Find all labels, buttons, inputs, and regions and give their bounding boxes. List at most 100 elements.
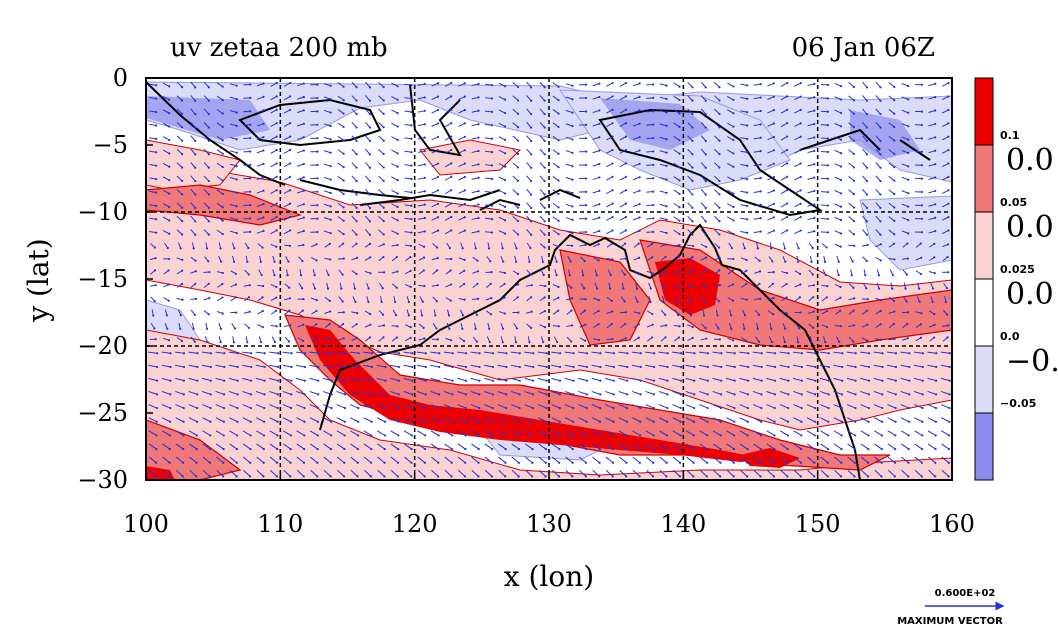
wind-arrow-head	[825, 246, 828, 249]
wind-arrow-head	[423, 203, 426, 206]
wind-arrow-head	[852, 206, 856, 209]
wind-arrow-head	[464, 379, 468, 382]
wind-arrow-head	[355, 86, 358, 89]
wind-arrow	[283, 229, 291, 235]
wind-arrow-head	[263, 365, 266, 369]
wind-arrow	[780, 176, 788, 181]
wind-arrow	[592, 203, 600, 207]
wind-arrow-head	[478, 393, 481, 396]
wind-arrow-head	[839, 98, 843, 101]
wind-arrow-head	[250, 365, 253, 369]
wind-arrow-head	[436, 95, 440, 98]
wind-arrow	[457, 377, 467, 382]
wind-arrow	[417, 83, 425, 86]
wind-arrow-head	[330, 434, 333, 437]
wind-arrow	[565, 217, 573, 221]
wind-arrow-head	[772, 135, 775, 139]
wind-arrow	[229, 190, 237, 194]
wind-arrow	[712, 377, 722, 382]
wind-arrow	[404, 231, 412, 234]
wind-arrow	[753, 164, 761, 167]
wind-arrow-head	[207, 86, 210, 89]
wind-arrow-head	[329, 475, 332, 478]
wind-arrow	[807, 136, 815, 140]
wind-arrow-head	[678, 475, 682, 478]
wind-arrow	[337, 176, 344, 181]
wind-arrow	[458, 189, 466, 194]
wind-arrow-head	[771, 282, 775, 285]
wind-arrow	[862, 95, 868, 102]
wind-arrow-head	[529, 273, 532, 276]
wind-arrow-head	[182, 434, 185, 437]
wind-arrow-head	[865, 206, 869, 210]
wind-arrow-head	[582, 274, 585, 277]
wind-arrow-head	[195, 434, 198, 437]
wind-arrow	[297, 109, 304, 114]
wind-arrow-head	[236, 406, 239, 410]
wind-arrow	[658, 404, 668, 409]
wind-arrow	[188, 364, 198, 368]
wind-arrow	[887, 417, 896, 423]
wind-arrow	[149, 110, 157, 113]
wind-arrow	[565, 469, 573, 477]
wind-arrow	[766, 377, 776, 382]
wind-arrow-head	[530, 113, 533, 116]
wind-arrow-head	[879, 180, 882, 183]
wind-arrow	[753, 469, 761, 477]
wind-arrow	[349, 351, 359, 354]
wind-arrow-head	[369, 256, 372, 259]
wind-arrow	[793, 364, 803, 368]
wind-arrow-head	[852, 166, 856, 169]
wind-arrow-head	[746, 191, 749, 194]
wind-arrow-head	[489, 260, 492, 263]
wind-arrow-head	[759, 447, 763, 451]
wind-arrow	[592, 109, 600, 114]
wind-arrow	[431, 109, 439, 114]
wind-arrow-head	[275, 285, 278, 289]
wind-arrow	[820, 404, 829, 409]
colorbar-overflow-label: 0.0	[1006, 143, 1054, 178]
wind-arrow-head	[583, 309, 587, 312]
wind-arrow-head	[396, 178, 399, 182]
wind-arrow-head	[879, 259, 882, 262]
wind-arrow	[404, 123, 412, 126]
wind-arrow	[714, 148, 720, 155]
wind-arrow-head	[464, 393, 468, 396]
wind-arrow-head	[866, 243, 869, 246]
wind-arrow-head	[275, 325, 278, 328]
wind-arrow	[444, 216, 452, 221]
wind-arrow	[524, 430, 533, 436]
wind-arrow	[417, 150, 425, 153]
wind-arrow	[175, 469, 184, 477]
wind-arrow-head	[451, 406, 454, 410]
wind-arrow-head	[396, 111, 399, 115]
wind-arrow-head	[611, 148, 614, 152]
wind-arrow	[443, 377, 453, 382]
wind-arrow-head	[597, 323, 600, 326]
wind-arrow	[700, 175, 707, 182]
wind-arrow-head	[491, 420, 494, 423]
wind-arrow-head	[491, 379, 494, 382]
wind-arrow	[794, 109, 801, 114]
wind-arrow-head	[892, 299, 896, 303]
wind-arrow-head	[610, 322, 613, 326]
wind-arrow-head	[947, 475, 950, 478]
wind-arrow	[444, 82, 452, 87]
wind-arrow-head	[168, 138, 171, 142]
wind-arrow	[712, 390, 722, 395]
wind-arrow-head	[652, 217, 655, 220]
wind-arrow	[498, 109, 506, 114]
wind-arrow	[391, 96, 398, 101]
wind-arrow	[714, 162, 720, 168]
wind-arrow	[190, 121, 196, 128]
wind-arrow-head	[597, 243, 600, 246]
wind-arrow-head	[814, 393, 817, 396]
wind-arrow-head	[879, 153, 882, 156]
wind-arrow-head	[207, 313, 210, 316]
wind-arrow-head	[316, 230, 319, 234]
wind-arrow-head	[827, 365, 830, 369]
wind-arrow	[604, 364, 614, 368]
wind-arrow-head	[436, 269, 439, 272]
wind-arrow	[309, 351, 319, 354]
wind-arrow-head	[194, 153, 197, 156]
